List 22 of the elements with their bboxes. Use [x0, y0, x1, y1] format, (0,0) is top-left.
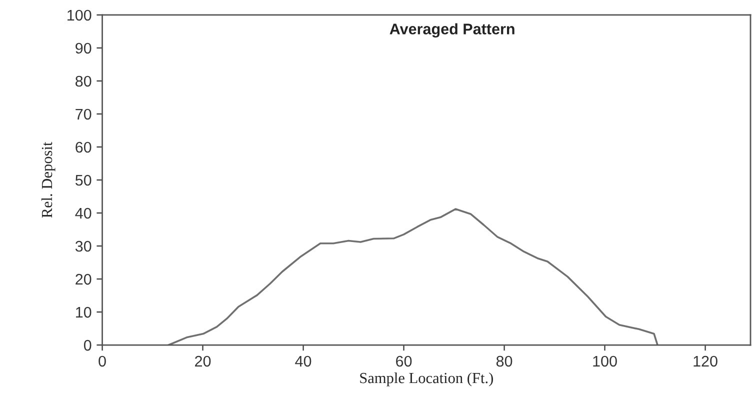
y-tick-label: 0 [84, 340, 92, 351]
x-tick-label: 40 [295, 356, 312, 367]
y-tick-label: 50 [75, 174, 92, 186]
y-tick-label: 80 [76, 76, 92, 87]
y-tick-label: 60 [76, 142, 92, 153]
x-tick-label: 20 [195, 356, 211, 367]
y-axis-title: Rel. Deposit [41, 142, 56, 218]
line-series [168, 208, 658, 346]
x-tick-label: 120 [694, 356, 718, 367]
y-tick-label: 10 [76, 306, 92, 318]
text: Averaged Pattern [390, 23, 514, 38]
y-tick-label: 40 [75, 208, 92, 219]
x-tick-label: 80 [496, 356, 512, 367]
x-tick-label: 0 [98, 356, 106, 367]
y-tick-label: 70 [76, 108, 92, 120]
y-tick-label: 30 [75, 240, 92, 252]
y-tick-label: 90 [76, 42, 92, 54]
x-tick-label: 60 [396, 356, 412, 367]
y-tick-label: 20 [76, 274, 92, 285]
x-tick-label: 100 [593, 356, 617, 367]
x-axis-title: Sample Location (Ft.) [360, 372, 493, 386]
y-tick-label: 100 [68, 10, 92, 21]
